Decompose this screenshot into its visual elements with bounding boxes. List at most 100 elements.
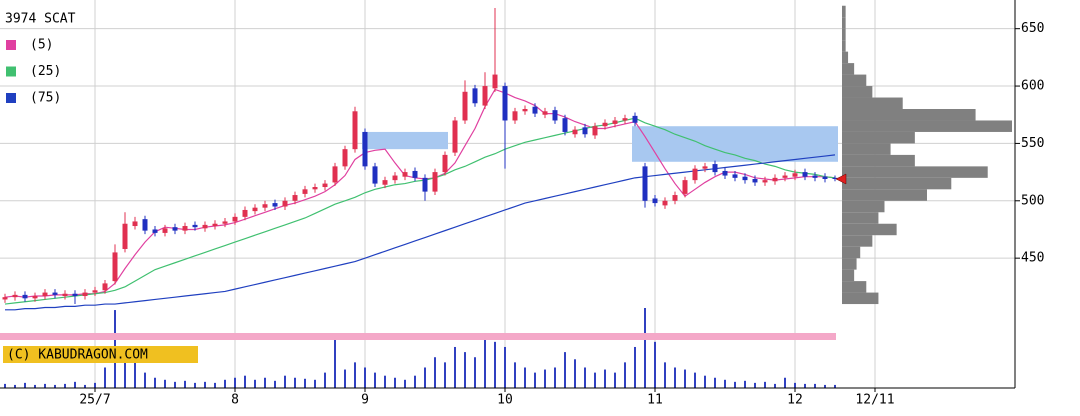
- separator-band: [0, 333, 836, 340]
- y-tick-label: 450: [1021, 251, 1044, 266]
- profile-bar: [842, 166, 988, 178]
- volume-bar: [264, 377, 266, 388]
- volume-bar: [564, 352, 566, 388]
- volume-bar: [184, 380, 186, 388]
- candle-body: [682, 180, 688, 194]
- credit-box: [3, 346, 198, 363]
- candle-body: [2, 297, 8, 300]
- candle-body: [692, 168, 698, 181]
- volume-bar: [504, 346, 506, 388]
- ma-line: [4, 88, 836, 298]
- candle-body: [532, 106, 538, 114]
- volume-bar: [34, 384, 36, 388]
- volume-bar: [394, 377, 396, 388]
- candle-body: [462, 91, 468, 121]
- candle-body: [52, 292, 58, 295]
- volume-bar: [804, 383, 806, 388]
- candle-body: [182, 226, 188, 231]
- profile-bar: [842, 200, 885, 213]
- candle-body: [132, 221, 138, 227]
- volume-bar: [624, 362, 626, 388]
- candle-body: [702, 166, 708, 169]
- candle-body: [312, 187, 318, 190]
- volume-bar: [14, 384, 16, 388]
- volume-bar: [684, 369, 686, 388]
- volume-bar: [614, 372, 616, 388]
- volume-bar: [154, 377, 156, 388]
- candle-body: [262, 204, 268, 208]
- volume-bar: [784, 377, 786, 388]
- candle-body: [222, 221, 228, 224]
- legend-label: (25): [30, 64, 61, 79]
- candle-body: [752, 178, 758, 183]
- candle-body: [642, 166, 648, 201]
- candle-body: [482, 86, 488, 106]
- volume-bar: [514, 362, 516, 388]
- profile-bar: [842, 177, 952, 190]
- candle-body: [272, 203, 278, 207]
- volume-bar: [274, 380, 276, 388]
- profile-bar: [842, 246, 861, 259]
- y-tick-label: 550: [1021, 136, 1044, 151]
- volume-bar: [374, 372, 376, 388]
- profile-bar: [842, 258, 857, 270]
- candle-body: [202, 224, 208, 229]
- candle-body: [392, 175, 398, 181]
- profile-bar: [842, 97, 903, 109]
- volume-bar: [254, 379, 256, 388]
- profile-bar: [842, 223, 897, 236]
- volume-bar: [64, 383, 66, 388]
- volume-bar: [714, 377, 716, 388]
- candle-body: [582, 127, 588, 135]
- volume-bar: [334, 334, 336, 388]
- candle-body: [352, 111, 358, 150]
- candle-body: [742, 176, 748, 181]
- volume-bar: [244, 375, 246, 388]
- candle-body: [712, 164, 718, 173]
- volume-bar: [74, 381, 76, 388]
- chart-title: 3974 SCAT: [5, 12, 76, 27]
- candle-body: [342, 149, 348, 167]
- candle-body: [562, 118, 568, 132]
- candle-body: [332, 166, 338, 183]
- candle-body: [402, 172, 408, 177]
- volume-bar: [834, 384, 836, 388]
- candle-body: [382, 180, 388, 185]
- candle-body: [292, 195, 298, 201]
- candle-body: [122, 223, 128, 249]
- candle-body: [612, 120, 618, 124]
- volume-bar: [574, 359, 576, 388]
- volume-bar: [764, 381, 766, 388]
- volume-bar: [204, 381, 206, 388]
- volume-bar: [454, 346, 456, 388]
- price-marker: [835, 173, 847, 185]
- x-tick-label: 12/11: [855, 393, 894, 408]
- candle-body: [502, 86, 508, 121]
- candle-body: [242, 209, 248, 217]
- candle-body: [442, 154, 448, 173]
- volume-bar: [164, 379, 166, 388]
- candle-body: [512, 111, 518, 121]
- credit: (C) KABUDRAGON.COM: [7, 348, 148, 363]
- volume-bar: [644, 308, 646, 388]
- y-tick-label: 600: [1021, 79, 1044, 94]
- volume-bar: [434, 357, 436, 388]
- volume-bar: [584, 367, 586, 388]
- profile-bar: [842, 109, 976, 121]
- profile-bar: [842, 292, 879, 305]
- candle-body: [422, 177, 428, 192]
- volume-bar: [304, 378, 306, 388]
- candle-body: [812, 175, 818, 178]
- candle-body: [822, 176, 828, 179]
- candle-body: [252, 207, 258, 212]
- candle-body: [152, 229, 158, 233]
- legend-label: (5): [30, 38, 53, 53]
- volume-bar: [404, 379, 406, 388]
- volume-bar: [664, 362, 666, 388]
- volume-bar: [824, 384, 826, 388]
- candle-body: [452, 120, 458, 153]
- volume-bar: [364, 367, 366, 388]
- candle-body: [82, 292, 88, 297]
- profile-bar: [842, 212, 879, 224]
- volume-bar: [124, 346, 126, 388]
